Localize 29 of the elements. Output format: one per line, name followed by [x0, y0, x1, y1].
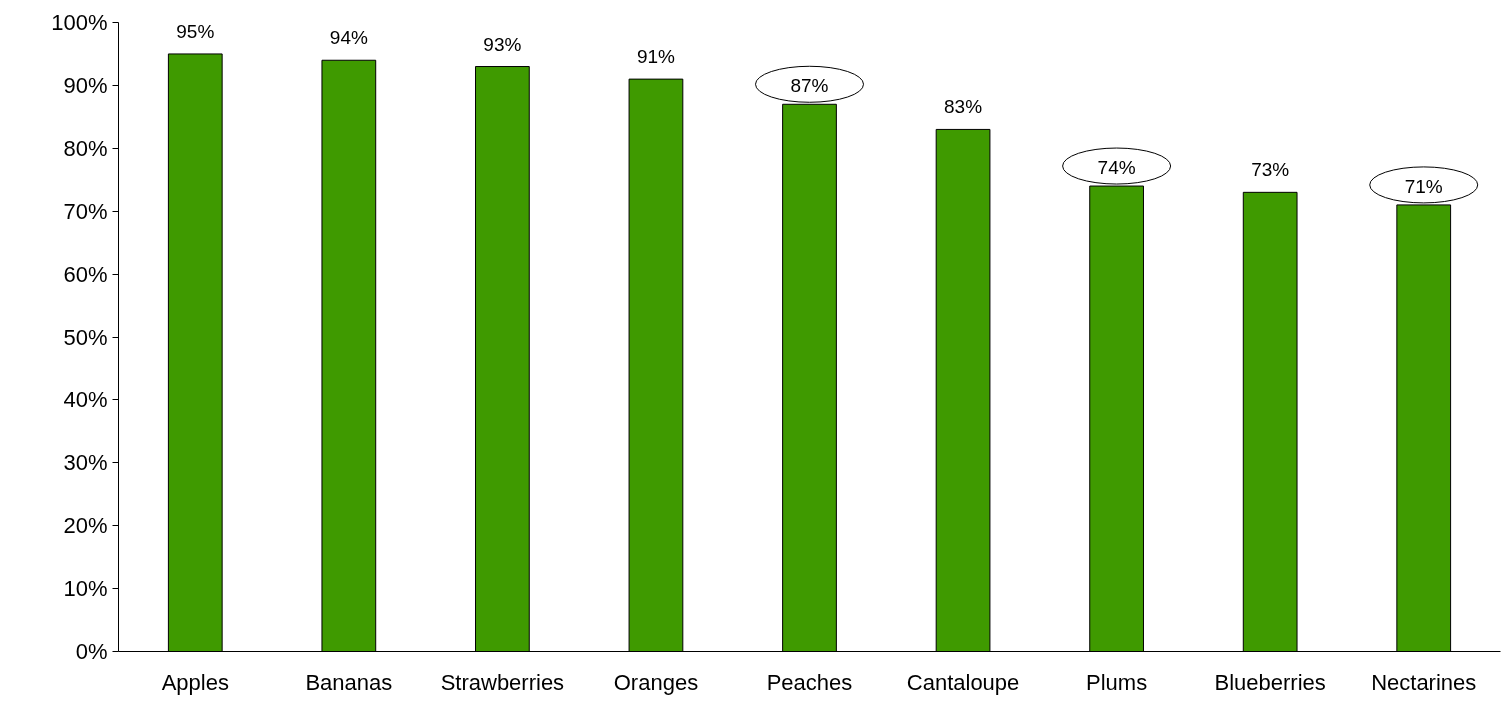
y-tick-label: 80%	[63, 135, 108, 161]
y-tick-label: 60%	[63, 261, 108, 287]
y-tick-label: 100%	[51, 10, 108, 35]
x-tick-label: Oranges	[613, 669, 699, 695]
y-tick-label: 50%	[63, 324, 108, 350]
data-label: 91%	[636, 46, 676, 68]
y-tick-label: 10%	[63, 576, 108, 602]
x-tick-label: Strawberries	[440, 669, 565, 695]
y-tick-label: 30%	[63, 450, 108, 476]
y-tick-label: 40%	[63, 387, 108, 413]
x-tick-label: Bananas	[305, 669, 393, 695]
x-tick-label: Cantaloupe	[906, 669, 1020, 695]
x-tick-label: Apples	[161, 669, 229, 695]
y-tick-label: 20%	[63, 513, 108, 539]
x-tick-label: Blueberries	[1214, 669, 1326, 695]
annotation: 74%	[1097, 157, 1136, 179]
x-tick-label: Peaches	[766, 669, 853, 695]
annotation: 71%	[1404, 175, 1443, 197]
x-tick-label: Plums	[1086, 669, 1148, 695]
data-label: 93%	[483, 33, 522, 55]
data-label: 73%	[1251, 159, 1290, 181]
data-label: 94%	[329, 27, 368, 49]
annotation: 87%	[790, 75, 829, 97]
y-tick-label: 0%	[75, 639, 108, 664]
x-tick-label: Nectarines	[1371, 669, 1477, 695]
data-label: 83%	[944, 96, 983, 118]
y-tick-label: 90%	[63, 72, 108, 98]
data-label: 95%	[176, 20, 215, 42]
y-tick-label: 70%	[63, 198, 108, 224]
